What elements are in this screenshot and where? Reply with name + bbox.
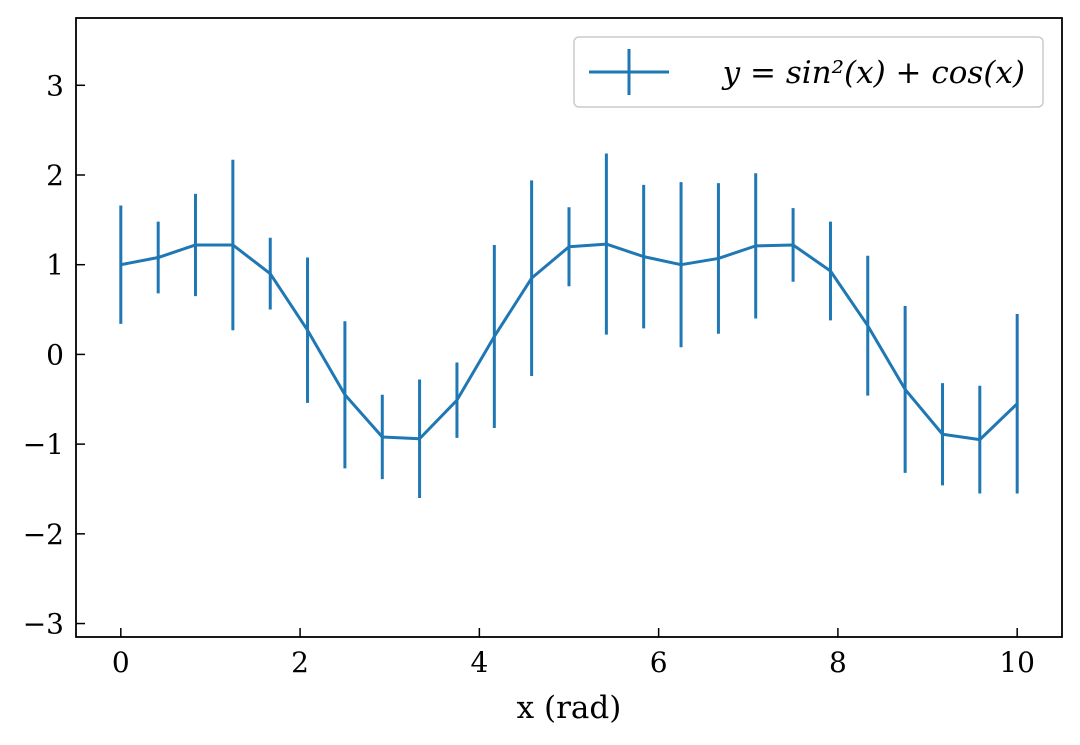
- legend: y = sin²(x) + cos(x): [573, 36, 1044, 108]
- plot-area: [75, 17, 1063, 638]
- series-line: [120, 242, 1019, 442]
- y-tick-label: 1: [46, 249, 64, 282]
- x-tick-label: 2: [291, 646, 309, 679]
- x-tick-label: 0: [112, 646, 130, 679]
- y-tick-label: 2: [46, 159, 64, 192]
- x-tick-label: 4: [470, 646, 488, 679]
- plot-frame: [75, 17, 1063, 638]
- x-tick-label: 6: [650, 646, 668, 679]
- legend-label: y = sin²(x) + cos(x): [721, 55, 1025, 91]
- x-tick-label: 8: [829, 646, 847, 679]
- x-axis-label: x (rad): [517, 690, 622, 726]
- x-tick-label: 10: [999, 646, 1035, 679]
- y-tick-label: −3: [23, 608, 64, 641]
- y-tick-label: −2: [23, 518, 64, 551]
- y-tick-label: 0: [46, 338, 64, 371]
- legend-box: [573, 36, 1044, 108]
- y-tick-label: 3: [46, 69, 64, 102]
- series-layer: [119, 153, 1019, 498]
- y-tick-label: −1: [23, 428, 64, 461]
- axes-layer: 0 2 4 6 8 10 −3 −2 −1 0 1 2 3: [23, 69, 1035, 679]
